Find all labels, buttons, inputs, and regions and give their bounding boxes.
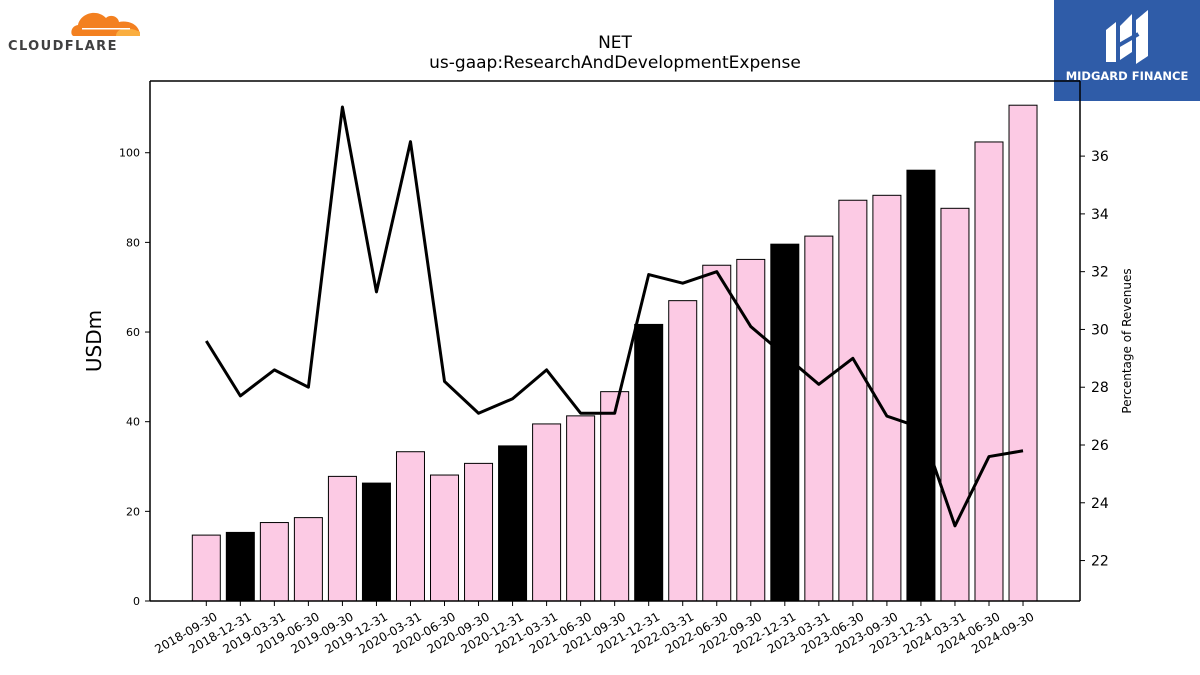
cloudflare-wordmark: CLOUDFLARE: [8, 39, 118, 54]
y-tick-label: 40: [126, 416, 140, 429]
midgard-finance-logo: MIDGARD FINANCE: [1054, 0, 1200, 101]
bar: [293, 517, 323, 602]
y2-tick-label: 36: [1091, 149, 1109, 165]
y2-tick-label: 26: [1091, 438, 1109, 454]
bar: [600, 391, 630, 602]
bar: [906, 169, 936, 602]
y2-tick-label: 32: [1091, 265, 1109, 281]
bar: [566, 415, 596, 602]
bar: [736, 258, 766, 602]
y-tick-label: 20: [126, 505, 140, 518]
y2-tick-label: 28: [1091, 380, 1109, 396]
y2-tick-label: 34: [1091, 207, 1109, 223]
midgard-finance-wordmark: MIDGARD FINANCE: [1065, 69, 1189, 83]
bar: [532, 423, 562, 602]
cloud-icon: [71, 12, 140, 37]
bar: [498, 445, 528, 602]
bar: [668, 300, 698, 602]
bar: [974, 141, 1004, 602]
bar: [259, 522, 289, 602]
bar: [464, 462, 494, 602]
bar: [430, 474, 460, 602]
y-tick-label: 80: [126, 236, 140, 249]
cloudflare-logo: CLOUDFLARE: [4, 4, 149, 54]
chart-title: NET: [598, 33, 632, 53]
bar: [838, 199, 868, 602]
bar: [940, 207, 970, 602]
y-tick-label: 100: [119, 147, 140, 160]
bar: [395, 451, 425, 602]
y2-tick-label: 30: [1091, 322, 1109, 338]
y2-axis-label: Percentage of Revenues: [1120, 268, 1134, 413]
y-tick-label: 0: [133, 595, 140, 608]
bar: [770, 243, 800, 602]
y-tick-label: 60: [126, 326, 140, 339]
midgard-m-icon: [1106, 10, 1148, 64]
bar: [1008, 104, 1038, 602]
chart-subtitle: us-gaap:ResearchAndDevelopmentExpense: [429, 53, 801, 73]
bar: [702, 264, 732, 602]
y-axis-label: USDm: [82, 310, 106, 372]
bar: [225, 531, 255, 602]
bar: [634, 323, 664, 602]
y2-tick-label: 22: [1091, 554, 1109, 570]
bar: [327, 475, 357, 602]
bar: [191, 534, 221, 602]
percentage-line: [205, 105, 1024, 528]
bar: [361, 482, 391, 602]
bar: [804, 235, 834, 602]
y2-tick-label: 24: [1091, 496, 1109, 512]
